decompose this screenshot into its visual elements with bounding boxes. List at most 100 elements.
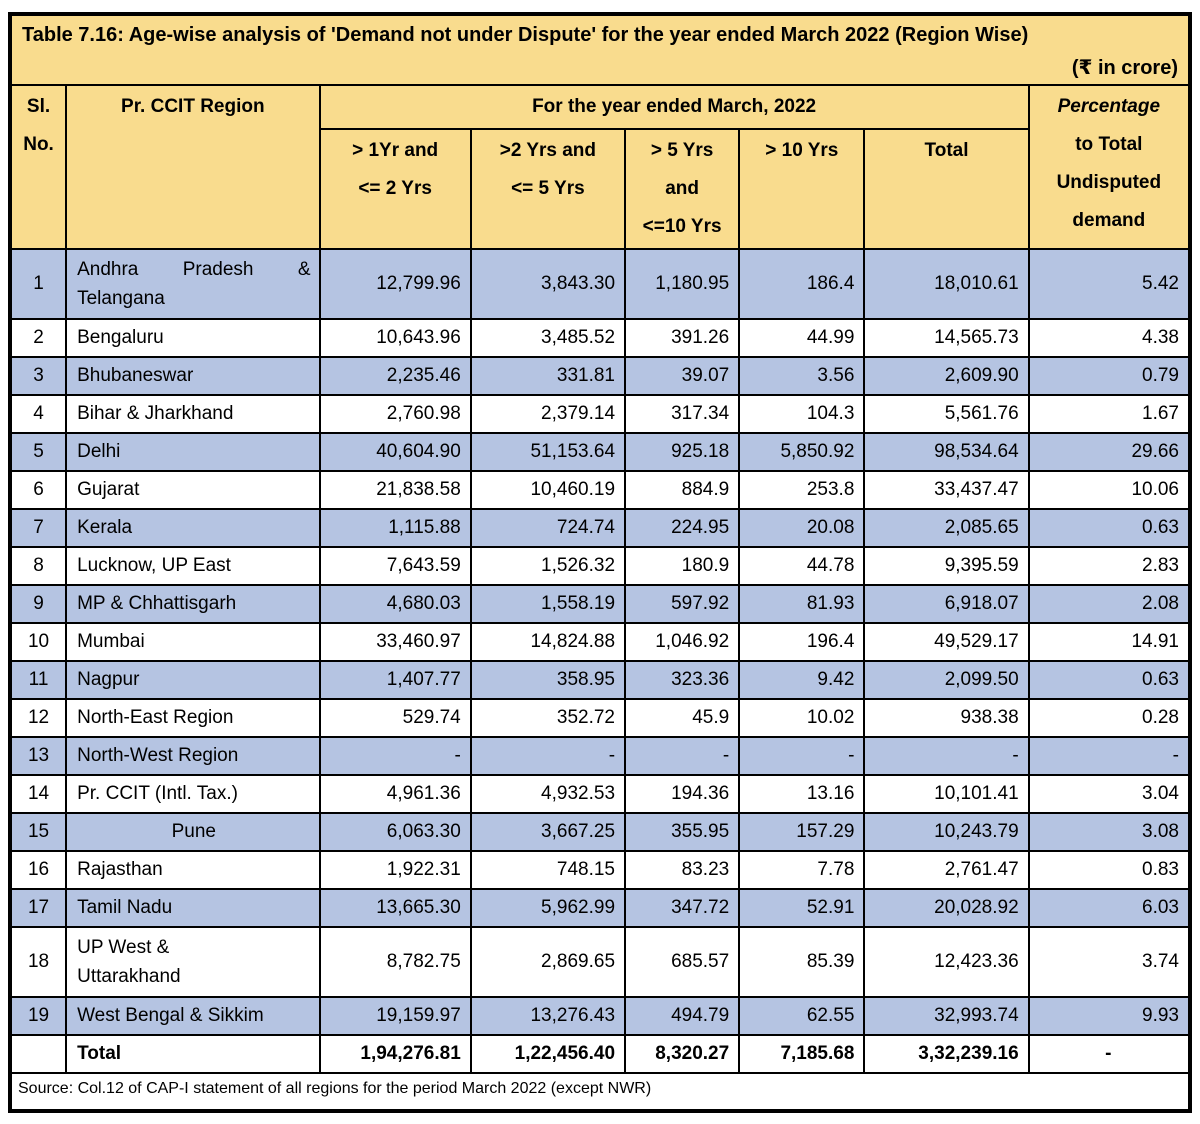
header-line: Percentage [1057,96,1161,117]
sl-no-cell: 12 [8,698,68,738]
sl-no-cell: 14 [8,774,68,814]
header-row-sub: > 1Yr and <= 2 Yrs >2 Yrs and <= 5 Yrs >… [10,128,1190,250]
sl-no-cell: 16 [8,850,68,890]
header-2to5yrs: >2 Yrs and <= 5 Yrs [469,128,627,250]
cell-percentage: 4.38 [1027,318,1192,358]
region-cell: Pr. CCIT (Intl. Tax.) [65,774,321,814]
cell-1to2yrs: 1,407.77 [318,660,472,700]
cell-percentage: 10.06 [1027,470,1192,510]
cell-percentage: 1.67 [1027,394,1192,434]
header-line: Total [924,140,969,161]
cell-total: 2,609.90 [863,356,1030,396]
cell-percentage: 3.74 [1027,926,1192,998]
cell-5to10yrs: 685.57 [624,926,741,998]
table-row: 1 Andhra Pradesh & Telangana 12,799.96 3,84… [8,248,1192,320]
cell-total: 2,761.47 [863,850,1030,890]
cell-5to10yrs: 494.79 [624,996,741,1036]
region-cell: Pune [65,812,321,852]
cell-1to2yrs: 10,643.96 [318,318,472,358]
header-line: demand [1072,210,1146,231]
header-1to2yrs: > 1Yr and <= 2 Yrs [318,128,472,250]
cell-total: 32,993.74 [863,996,1030,1036]
region-cell: Bhubaneswar [65,356,321,396]
cell-percentage: 2.83 [1027,546,1192,586]
sl-no-cell: 19 [8,996,68,1036]
cell-5to10yrs: 884.9 [624,470,741,510]
sl-no-cell [8,1034,68,1074]
cell-total: 10,101.41 [863,774,1030,814]
region-cell: Delhi [65,432,321,472]
cell-1to2yrs: 4,961.36 [318,774,472,814]
table-row: 13 North-West Region - - - - - - [8,736,1192,776]
cell-5to10yrs: - [624,736,741,776]
table-row: 4 Bihar & Jharkhand 2,760.98 2,379.14 317.34… [8,394,1192,434]
cell-total: 33,437.47 [863,470,1030,510]
sl-no-cell: 17 [8,888,68,928]
cell-2to5yrs: 51,153.64 [469,432,627,472]
sl-no-cell: 6 [8,470,68,510]
cell-5to10yrs: 597.92 [624,584,741,624]
cell-5to10yrs: 925.18 [624,432,741,472]
header-sl-no: Sl. No. [8,84,68,250]
cell-total: 98,534.64 [863,432,1030,472]
cell-over10yrs: - [738,736,866,776]
table-row: 6 Gujarat 21,838.58 10,460.19 884.9 253.8 33,4… [8,470,1192,510]
cell-total: 49,529.17 [863,622,1030,662]
header-line: > 5 Yrs [650,140,714,161]
cell-total: 20,028.92 [863,888,1030,928]
cell-percentage: 0.63 [1027,660,1192,700]
header-line: Pr. CCIT Region [121,96,265,117]
table-row: 14 Pr. CCIT (Intl. Tax.) 4,961.36 4,932.53 1… [8,774,1192,814]
cell-2to5yrs: - [469,736,627,776]
cell-5to10yrs: 391.26 [624,318,741,358]
cell-1to2yrs: 2,760.98 [318,394,472,434]
table-row: 3 Bhubaneswar 2,235.46 331.81 39.07 3.56 2,609… [8,356,1192,396]
cell-2to5yrs: 13,276.43 [469,996,627,1036]
cell-over10yrs: 5,850.92 [738,432,866,472]
table-row: 19 West Bengal & Sikkim 19,159.97 13,276.43… [8,996,1192,1036]
cell-2to5yrs: 1,526.32 [469,546,627,586]
table-row: 8 Lucknow, UP East 7,643.59 1,526.32 180.9 44… [8,546,1192,586]
cell-1to2yrs: 6,063.30 [318,812,472,852]
cell-total: 6,918.07 [863,584,1030,624]
table-row: 5 Delhi 40,604.90 51,153.64 925.18 5,850.92 98… [8,432,1192,472]
cell-over10yrs: 20.08 [738,508,866,548]
cell-over10yrs: 10.02 [738,698,866,738]
cell-total: 9,395.59 [863,546,1030,586]
sl-no-cell: 8 [8,546,68,586]
region-cell: Gujarat [65,470,321,510]
cell-over10yrs: 3.56 [738,356,866,396]
header-row-group: Sl. No. Pr. CCIT Region For the year end… [8,84,1192,250]
table-row: 17 Tamil Nadu 13,665.30 5,962.99 347.72 52.91… [8,888,1192,928]
cell-1to2yrs: 2,235.46 [318,356,472,396]
cell-total: 2,085.65 [863,508,1030,548]
cell-over10yrs: 7.78 [738,850,866,890]
region-cell: UP West & Uttarakhand [65,926,321,998]
header-line: and [665,178,699,199]
region-cell: Lucknow, UP East [65,546,321,586]
total-row: Total 1,94,276.81 1,22,456.40 8,320.27 7,185… [8,1034,1192,1074]
region-cell: MP & Chhattisgarh [65,584,321,624]
cell-5to10yrs: 323.36 [624,660,741,700]
table-row: 16 Rajasthan 1,922.31 748.15 83.23 7.78 2,761.… [8,850,1192,890]
sl-no-cell: 9 [8,584,68,624]
cell-1to2yrs: 12,799.96 [318,248,472,320]
title-row: Table 7.16: Age-wise analysis of 'Demand… [9,13,1191,86]
cell-2to5yrs: 724.74 [469,508,627,548]
sl-no-cell: 5 [8,432,68,472]
header-line: > 1Yr and [352,140,439,161]
cell-1to2yrs: 19,159.97 [318,996,472,1036]
cell-1to2yrs: 1,94,276.81 [318,1034,472,1074]
region-cell: North-West Region [65,736,321,776]
header-line: <= 2 Yrs [358,178,432,199]
sl-no-cell: 11 [8,660,68,700]
sl-no-cell: 2 [8,318,68,358]
cell-total: 18,010.61 [863,248,1030,320]
table-row: 7 Kerala 1,115.88 724.74 224.95 20.08 2,085.65… [8,508,1192,548]
cell-percentage: 6.03 [1027,888,1192,928]
header-line: No. [23,134,54,155]
sl-no-cell: 1 [8,248,68,320]
cell-5to10yrs: 83.23 [624,850,741,890]
cell-over10yrs: 157.29 [738,812,866,852]
cell-percentage: 9.93 [1027,996,1192,1036]
